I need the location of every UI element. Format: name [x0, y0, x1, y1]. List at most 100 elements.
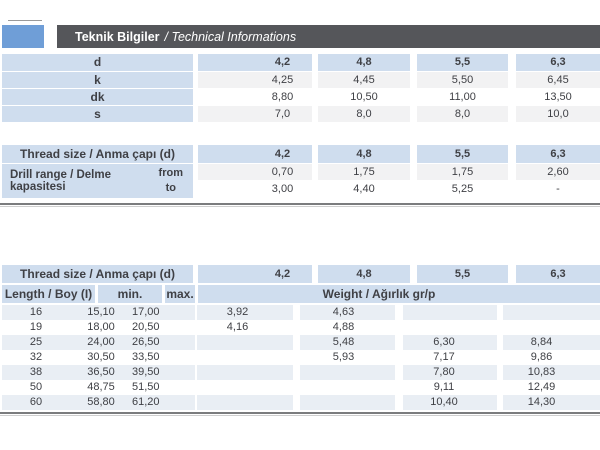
divider-line [0, 412, 600, 414]
cell: 7,0 [198, 106, 312, 122]
cell: 4,40 [318, 181, 410, 198]
from-label: from [158, 167, 183, 179]
spacer [2, 164, 193, 180]
cell: 6,3 [516, 54, 600, 71]
weight-cell: 10,83 [503, 365, 600, 380]
table1-row-label: s [2, 106, 193, 122]
weight-cell: 3,92 [197, 305, 293, 320]
weight-cell: 8,84 [503, 335, 600, 350]
weight-cell [300, 380, 395, 395]
table1-row-label: k [2, 72, 193, 88]
cell: 5,25 [417, 181, 508, 198]
cell: 4,8 [318, 145, 410, 163]
weight-cell [197, 335, 293, 350]
weight-cell [503, 305, 600, 320]
cell: 1,75 [417, 164, 508, 180]
cell: - [516, 181, 600, 198]
table3-header-label: Thread size / Anma çapı (d) [2, 265, 193, 283]
max-value: 33,50 [132, 351, 160, 363]
max-header: max. [165, 285, 195, 303]
max-value: 26,50 [132, 336, 160, 348]
table3-data-row: 50 48,75 51,50 9,11 12,49 [0, 380, 600, 395]
table1-row-label: dk [2, 89, 193, 105]
cell: 10,0 [516, 106, 600, 122]
cell: 5,50 [417, 72, 508, 88]
table2-from-row: 0,70 1,75 1,75 2,60 [0, 164, 600, 180]
length-min-max-cell: 19 18,00 20,50 [2, 320, 195, 335]
min-header: min. [98, 285, 162, 303]
cell: 5,5 [417, 145, 508, 163]
table1-row-dk: dk 8,80 10,50 11,00 13,50 [0, 89, 600, 105]
weight-header: Weight / Ağırlık gr/p [198, 285, 600, 303]
cell: 4,25 [198, 72, 312, 88]
weight-cell: 6,30 [403, 335, 497, 350]
length-value: 38 [29, 366, 43, 378]
weight-cell: 4,63 [300, 305, 395, 320]
divider-line-shadow [0, 206, 600, 207]
table3-data-row: 38 36,50 39,50 7,80 10,83 [0, 365, 600, 380]
length-min-max-cell: 60 58,80 61,20 [2, 395, 195, 410]
from-to-labels: from to [159, 166, 183, 196]
weight-cell: 4,16 [197, 320, 293, 335]
length-value: 25 [29, 336, 43, 348]
length-value: 50 [29, 381, 43, 393]
max-value: 39,50 [132, 366, 160, 378]
weight-cell [197, 365, 293, 380]
max-value: 51,50 [132, 381, 160, 393]
table2-drill-range-label-cell: Drill range / Delme kapasitesi from to [2, 164, 193, 198]
length-header: Length / Boy (I) [2, 285, 95, 303]
length-value: 19 [29, 321, 43, 333]
section-title-bar: Teknik Bilgiler / Technical Informations [57, 25, 600, 48]
table3-data-row: 16 15,10 17,00 3,92 4,63 [0, 305, 600, 320]
max-value: 20,50 [132, 321, 160, 333]
length-min-max-cell: 16 15,10 17,00 [2, 305, 195, 320]
cell: 13,50 [516, 89, 600, 105]
drill-range-label: Drill range / Delme kapasitesi [10, 169, 111, 193]
cell: 8,0 [318, 106, 410, 122]
weight-cell [300, 395, 395, 410]
weight-cell: 7,17 [403, 350, 497, 365]
max-value: 17,00 [132, 306, 160, 318]
weight-cell: 7,80 [403, 365, 497, 380]
weight-cell: 10,40 [403, 395, 497, 410]
to-label: to [165, 182, 176, 194]
table3-data-row: 19 18,00 20,50 4,16 4,88 [0, 320, 600, 335]
cell: 1,75 [318, 164, 410, 180]
cell: 4,8 [318, 265, 410, 283]
weight-cell: 9,86 [503, 350, 600, 365]
min-value: 58,80 [87, 396, 115, 408]
length-min-max-cell: 38 36,50 39,50 [2, 365, 195, 380]
table2-header-row: Thread size / Anma çapı (d) 4,2 4,8 5,5 … [0, 145, 600, 163]
weight-cell [300, 365, 395, 380]
cell: 4,2 [198, 265, 312, 283]
length-value: 60 [29, 396, 43, 408]
table1-row-label: d [2, 54, 193, 71]
divider-line [0, 203, 600, 205]
page-edge-mark [8, 20, 42, 21]
min-value: 15,10 [87, 306, 115, 318]
cell: 6,3 [516, 265, 600, 283]
section-title-en: / Technical Informations [164, 29, 297, 44]
accent-square [2, 25, 44, 48]
cell: 5,5 [417, 54, 508, 71]
length-min-max-cell: 32 30,50 33,50 [2, 350, 195, 365]
min-value: 18,00 [87, 321, 115, 333]
length-value: 16 [29, 306, 43, 318]
section-title-tr: Teknik Bilgiler [75, 29, 160, 44]
weight-cell [403, 305, 497, 320]
max-value: 61,20 [132, 396, 160, 408]
cell: 4,8 [318, 54, 410, 71]
cell: 8,0 [417, 106, 508, 122]
length-value: 32 [29, 351, 43, 363]
table1-row-s: s 7,0 8,0 8,0 10,0 [0, 106, 600, 122]
table3-data-row: 25 24,00 26,50 5,48 6,30 8,84 [0, 335, 600, 350]
divider-line-shadow [0, 415, 600, 416]
weight-cell [197, 350, 293, 365]
weight-cell [197, 380, 293, 395]
table2-to-row: 3,00 4,40 5,25 - [0, 181, 600, 198]
weight-cell: 9,11 [403, 380, 497, 395]
min-value: 24,00 [87, 336, 115, 348]
min-value: 30,50 [87, 351, 115, 363]
cell: 4,2 [198, 54, 312, 71]
